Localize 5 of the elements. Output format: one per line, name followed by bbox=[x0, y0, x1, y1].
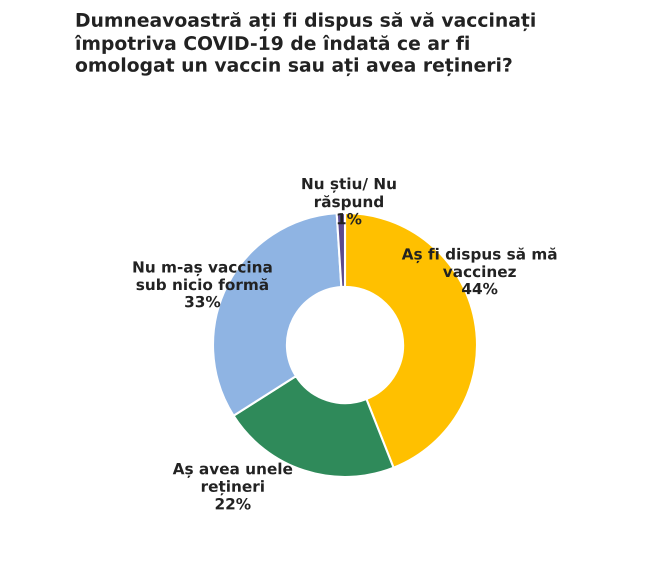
chart-title: Dumneavoastră ați fi dispus să vă vaccinați împotriva COVID-19 de îndată ce ar fi omologat un vaccin sau ați avea rețineri? bbox=[74, 12, 535, 76]
slice-label: Nu știu/ Nu răspund bbox=[302, 177, 396, 210]
data-label: 33% bbox=[185, 296, 220, 308]
slice-label: Aș avea unele rețineri bbox=[172, 462, 292, 496]
data-label: 22% bbox=[216, 498, 251, 510]
